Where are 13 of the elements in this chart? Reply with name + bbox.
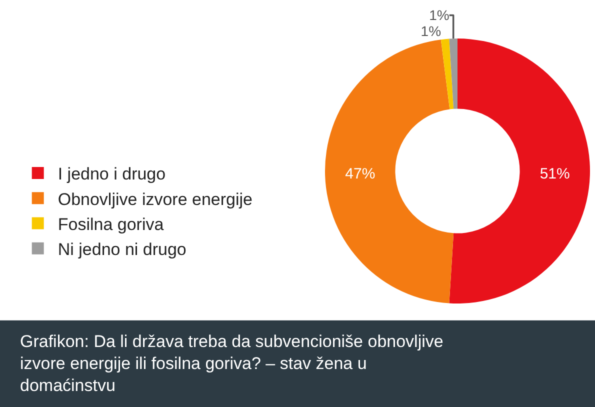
legend-label: Fosilna goriva xyxy=(58,214,164,234)
data-label: 1% xyxy=(420,23,442,40)
data-label: 47% xyxy=(345,166,376,183)
data-label: 1% xyxy=(429,7,450,24)
donut-slice xyxy=(325,40,454,304)
legend-label: Ni jedno ni drugo xyxy=(58,240,186,259)
data-label: 51% xyxy=(540,166,570,183)
legend-label: Obnovljive izvore energije xyxy=(58,190,253,209)
legend-label: I jedno i drugo xyxy=(58,164,166,184)
donut-slice xyxy=(449,38,590,304)
donut-slice xyxy=(440,38,454,110)
text: Grafikon: Da li država treba da subvencioniše obnovljive izvore energije ili fosilna goriva? – stav žena u domaćinstvu xyxy=(20,332,444,396)
donut-slice xyxy=(449,38,458,109)
